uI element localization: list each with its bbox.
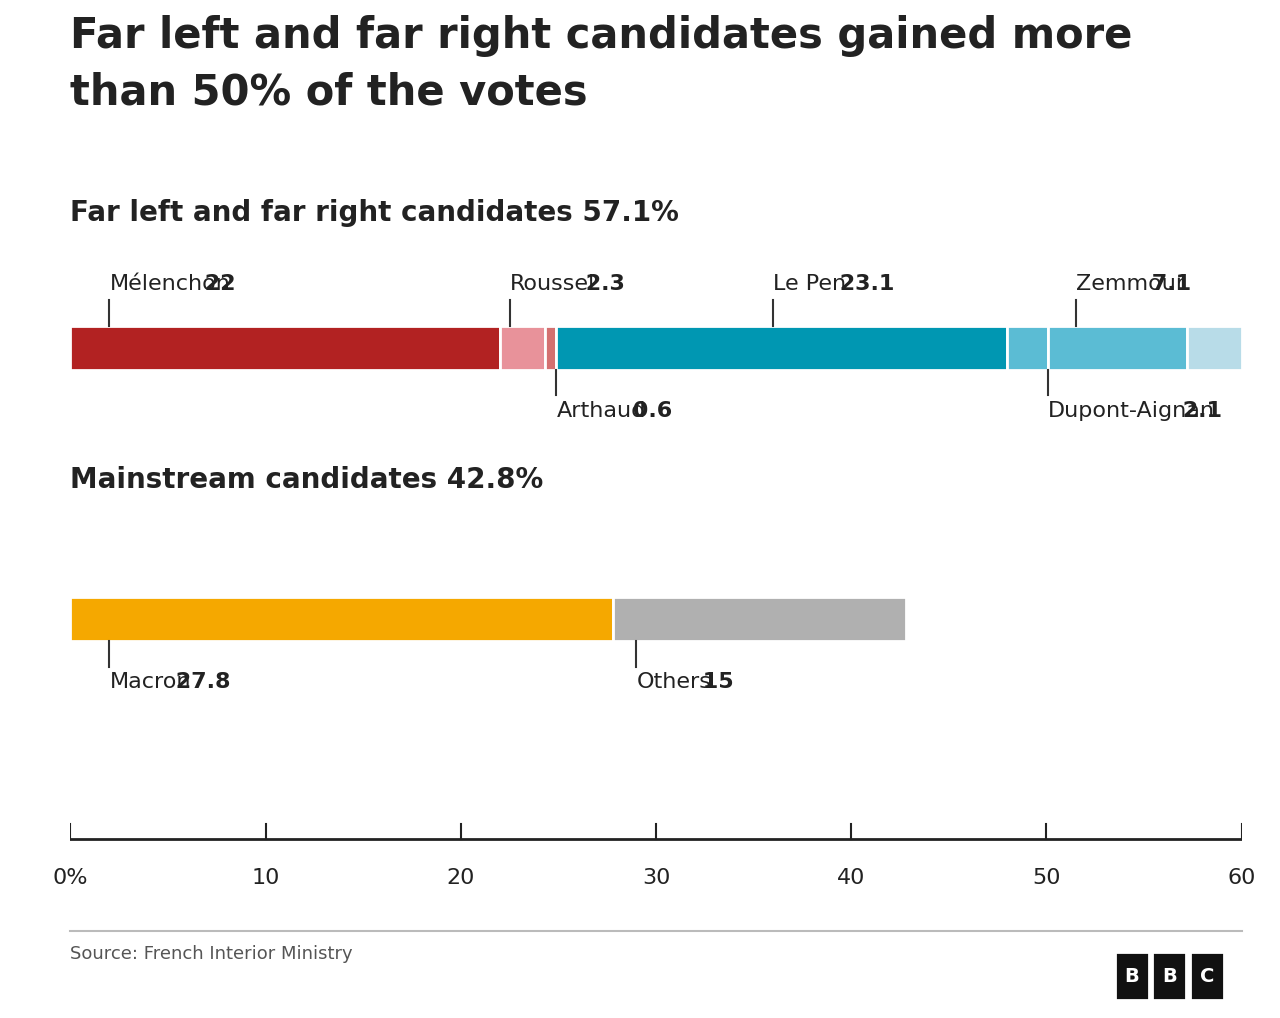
Text: Mélenchon: Mélenchon xyxy=(110,274,230,294)
Bar xyxy=(545,326,557,370)
Bar xyxy=(1187,326,1242,370)
Text: C: C xyxy=(1199,967,1215,985)
Text: Arthaud: Arthaud xyxy=(557,401,645,421)
Bar xyxy=(613,597,906,641)
Text: Zemmour: Zemmour xyxy=(1075,274,1185,294)
Text: B: B xyxy=(1162,967,1176,985)
Text: 15: 15 xyxy=(695,673,733,692)
Text: 30: 30 xyxy=(641,868,671,888)
Text: 40: 40 xyxy=(837,868,865,888)
Text: 20: 20 xyxy=(447,868,475,888)
Text: Far left and far right candidates 57.1%: Far left and far right candidates 57.1% xyxy=(70,199,680,227)
Text: Far left and far right candidates gained more: Far left and far right candidates gained… xyxy=(70,15,1133,57)
Text: Source: French Interior Ministry: Source: French Interior Ministry xyxy=(70,945,353,963)
Bar xyxy=(557,326,1007,370)
Text: 7.1: 7.1 xyxy=(1144,274,1192,294)
Text: 27.8: 27.8 xyxy=(168,673,230,692)
Text: 10: 10 xyxy=(251,868,280,888)
Text: than 50% of the votes: than 50% of the votes xyxy=(70,71,588,113)
Bar xyxy=(500,326,545,370)
Text: 23.1: 23.1 xyxy=(832,274,893,294)
Bar xyxy=(70,326,500,370)
Text: Mainstream candidates 42.8%: Mainstream candidates 42.8% xyxy=(70,466,544,495)
Bar xyxy=(70,597,613,641)
Text: Others: Others xyxy=(636,673,712,692)
FancyBboxPatch shape xyxy=(1190,953,1224,1000)
Text: Roussel: Roussel xyxy=(509,274,595,294)
Text: 2.1: 2.1 xyxy=(1175,401,1222,421)
Text: 2.3: 2.3 xyxy=(579,274,625,294)
Text: B: B xyxy=(1124,967,1139,985)
Text: Macron: Macron xyxy=(110,673,191,692)
Bar xyxy=(1048,326,1187,370)
Text: Le Pen: Le Pen xyxy=(773,274,846,294)
Text: Dupont-Aignan: Dupont-Aignan xyxy=(1048,401,1215,421)
Text: 0%: 0% xyxy=(52,868,88,888)
FancyBboxPatch shape xyxy=(1115,953,1148,1000)
Text: 0.6: 0.6 xyxy=(625,401,672,421)
Text: 22: 22 xyxy=(197,274,236,294)
Text: 50: 50 xyxy=(1032,868,1061,888)
Bar xyxy=(1007,326,1048,370)
Text: 60: 60 xyxy=(1228,868,1256,888)
FancyBboxPatch shape xyxy=(1152,953,1187,1000)
